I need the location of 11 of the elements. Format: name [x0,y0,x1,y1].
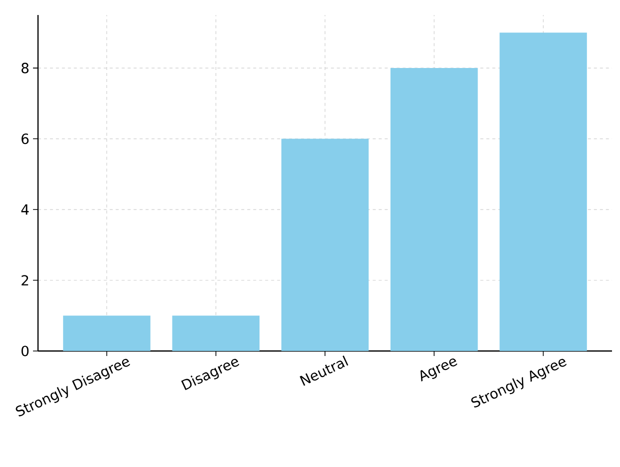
bar [500,32,587,351]
y-tick-label: 6 [22,134,29,144]
y-tick-label: 0 [22,346,29,356]
bar [172,316,260,351]
y-tick-label: 4 [21,204,29,215]
bar [281,138,369,351]
x-tick-label: Agree [420,358,458,382]
y-tick-label: 2 [22,275,28,286]
y-tick-label: 8 [22,62,29,74]
bar [390,68,478,351]
bar [63,316,150,351]
